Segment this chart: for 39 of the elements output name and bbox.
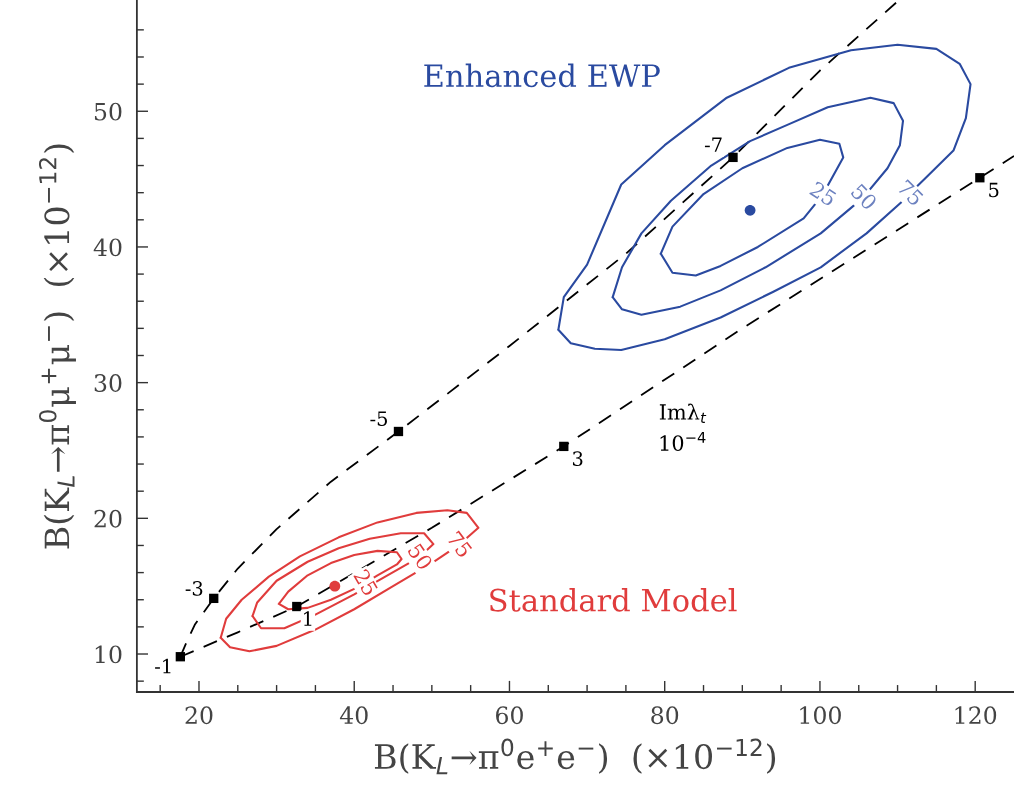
annotation: 5 (989, 182, 999, 198)
x-tick-label: 20 (185, 706, 213, 725)
annotation: -3 (185, 580, 203, 596)
annotation: 10$^{−4}$ (660, 432, 706, 451)
text: B(K$_{L}$→π$^{0}$e$^{+}$e$^{−}$) (×10$^{−12}$) (374, 738, 776, 775)
annotation: -1 (155, 658, 171, 674)
point (292, 601, 302, 612)
x-tick-label: 40 (339, 706, 368, 725)
point (329, 580, 341, 592)
annotation: 50 (407, 542, 434, 571)
text: Standard Model (490, 588, 737, 612)
x-tick-label: 80 (651, 706, 679, 725)
y-tick-label: 10 (95, 645, 122, 664)
point (209, 593, 219, 604)
y-tick-label: 20 (94, 509, 122, 528)
y-tick-label: 40 (93, 238, 122, 257)
annotation: 50 (850, 183, 878, 211)
annotation: Imλ$_{t}$ (659, 403, 707, 423)
annotation: -5 (370, 411, 387, 427)
annotation: 25 (809, 180, 838, 207)
y-tick-label: 50 (94, 102, 122, 121)
point (559, 441, 569, 452)
x-tick-label: 100 (800, 706, 841, 725)
point (175, 652, 186, 662)
text: B(K$_{L}$→π$^{0}$μ$^{+}$μ$^{−}$) (×10$^{−12}$) (38, 144, 76, 549)
annotation: -7 (704, 137, 722, 152)
point (975, 173, 985, 183)
y-tick-label: 30 (94, 374, 122, 392)
x-tick-label: 60 (496, 706, 523, 725)
point (744, 204, 756, 216)
text: Enhanced EWP (424, 63, 660, 88)
annotation: 3 (572, 451, 583, 466)
annotation: 75 (896, 179, 925, 207)
point (728, 152, 738, 163)
annotation: 25 (353, 568, 379, 597)
x-tick-label: 120 (955, 706, 997, 725)
annotation: 1 (304, 611, 312, 626)
point (393, 426, 404, 437)
annotation: 75 (446, 530, 473, 559)
